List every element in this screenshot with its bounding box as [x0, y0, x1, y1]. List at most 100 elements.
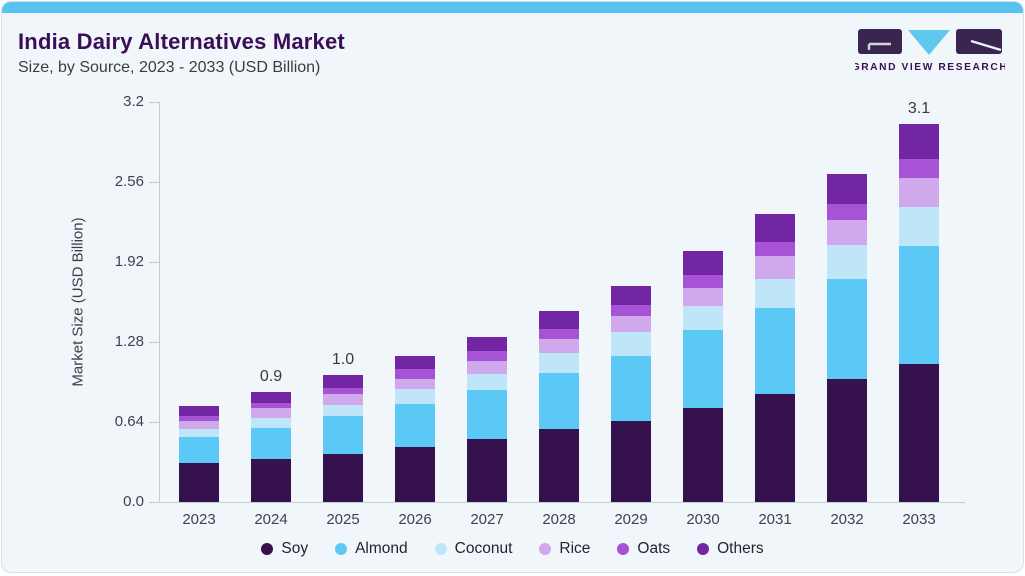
- bar-segment-rice-2029: [611, 316, 651, 332]
- legend-swatch-almond-icon: [335, 543, 348, 555]
- bar-segment-oats-2031: [755, 242, 795, 256]
- bar-segment-others-2025: [323, 375, 363, 388]
- bar-segment-rice-2026: [395, 379, 435, 389]
- bar-segment-rice-2024: [251, 408, 291, 418]
- bar-segment-soy-2024: [251, 459, 291, 502]
- bar-segment-almond-2024: [251, 428, 291, 459]
- bar-segment-soy-2032: [827, 379, 867, 502]
- x-label-2032: 2032: [830, 511, 864, 528]
- chart-legend: Soy Almond Coconut Rice Oats Others: [2, 540, 1023, 558]
- bar-segment-coconut-2023: [179, 429, 219, 437]
- legend-item-rice: Rice: [539, 540, 590, 558]
- x-axis-line: [159, 502, 965, 503]
- bar-segment-rice-2028: [539, 339, 579, 353]
- bar-segment-soy-2027: [467, 439, 507, 502]
- bar-segment-soy-2028: [539, 429, 579, 502]
- bar-segment-soy-2025: [323, 454, 363, 502]
- bar-segment-soy-2033: [899, 364, 939, 502]
- y-tick-0.0: [149, 502, 159, 503]
- bar-segment-oats-2025: [323, 388, 363, 394]
- y-tick-label-2.56: 2.56: [114, 173, 144, 190]
- bar-segment-rice-2033: [899, 178, 939, 207]
- x-label-2030: 2030: [686, 511, 720, 528]
- bar-segment-rice-2031: [755, 256, 795, 279]
- y-tick-1.28: [149, 342, 159, 343]
- y-tick-0.64: [149, 422, 159, 423]
- bar-segment-soy-2030: [683, 408, 723, 502]
- bar-segment-almond-2023: [179, 437, 219, 463]
- x-label-2024: 2024: [254, 511, 288, 528]
- x-label-2027: 2027: [470, 511, 504, 528]
- legend-swatch-rice-icon: [539, 543, 552, 555]
- grand-view-research-logo: GRAND VIEW RESEARCH: [855, 29, 1005, 73]
- bar-segment-coconut-2027: [467, 374, 507, 390]
- x-label-2023: 2023: [182, 511, 216, 528]
- page-title: India Dairy Alternatives Market: [18, 29, 345, 54]
- legend-swatch-oats-icon: [617, 543, 630, 555]
- legend-item-soy: Soy: [261, 540, 308, 558]
- x-label-2029: 2029: [614, 511, 648, 528]
- legend-label-soy: Soy: [281, 540, 309, 557]
- x-label-2026: 2026: [398, 511, 432, 528]
- legend-label-others: Others: [717, 540, 764, 557]
- bar-segment-coconut-2029: [611, 332, 651, 356]
- x-label-2028: 2028: [542, 511, 576, 528]
- bar-segment-rice-2030: [683, 288, 723, 306]
- bar-segment-coconut-2024: [251, 418, 291, 428]
- legend-label-rice: Rice: [559, 540, 591, 557]
- bar-segment-almond-2025: [323, 416, 363, 454]
- bar-segment-oats-2030: [683, 275, 723, 288]
- legend-swatch-others-icon: [697, 543, 710, 555]
- bar-total-label-2024: 0.9: [259, 368, 283, 385]
- bar-segment-others-2030: [683, 251, 723, 275]
- legend-item-oats: Oats: [617, 540, 670, 558]
- bar-segment-oats-2024: [251, 403, 291, 408]
- y-tick-label-1.92: 1.92: [114, 253, 144, 270]
- bar-segment-soy-2026: [395, 447, 435, 502]
- legend-label-almond: Almond: [355, 540, 408, 557]
- logo-mark-icon: [858, 29, 1002, 55]
- y-axis-line: [159, 102, 160, 502]
- bar-segment-others-2027: [467, 337, 507, 351]
- bar-segment-coconut-2026: [395, 389, 435, 404]
- bar-segment-coconut-2028: [539, 353, 579, 373]
- bar-segment-others-2031: [755, 214, 795, 242]
- y-tick-3.2: [149, 102, 159, 103]
- bar-segment-soy-2029: [611, 421, 651, 502]
- bar-segment-almond-2033: [899, 246, 939, 364]
- bar-segment-rice-2027: [467, 361, 507, 374]
- y-tick-label-0.0: 0.0: [123, 493, 144, 510]
- bar-segment-others-2028: [539, 311, 579, 329]
- bar-segment-rice-2023: [179, 421, 219, 429]
- bar-segment-rice-2025: [323, 394, 363, 405]
- legend-label-coconut: Coconut: [454, 540, 513, 557]
- page-subtitle: Size, by Source, 2023 - 2033 (USD Billio…: [18, 59, 321, 76]
- bar-segment-others-2023: [179, 406, 219, 416]
- y-axis-title: Market Size (USD Billion): [69, 217, 87, 387]
- x-label-2025: 2025: [326, 511, 360, 528]
- bar-segment-coconut-2033: [899, 207, 939, 246]
- bar-segment-coconut-2031: [755, 279, 795, 308]
- bar-segment-soy-2023: [179, 463, 219, 502]
- bar-segment-others-2029: [611, 286, 651, 305]
- legend-swatch-soy-icon: [261, 543, 274, 555]
- bar-segment-oats-2027: [467, 351, 507, 361]
- bar-segment-coconut-2030: [683, 306, 723, 330]
- bar-segment-coconut-2032: [827, 245, 867, 279]
- y-tick-label-3.2: 3.2: [123, 93, 144, 110]
- x-label-2031: 2031: [758, 511, 792, 528]
- bar-segment-almond-2031: [755, 308, 795, 394]
- legend-item-almond: Almond: [335, 540, 408, 558]
- y-tick-1.92: [149, 262, 159, 263]
- bar-segment-rice-2032: [827, 220, 867, 245]
- bar-total-label-2025: 1.0: [331, 351, 355, 368]
- y-tick-label-0.64: 0.64: [114, 413, 144, 430]
- bar-segment-others-2026: [395, 356, 435, 369]
- bar-segment-others-2024: [251, 392, 291, 403]
- bar-segment-oats-2026: [395, 369, 435, 379]
- legend-label-oats: Oats: [637, 540, 671, 557]
- logo-text: GRAND VIEW RESEARCH: [855, 62, 1005, 73]
- bar-segment-oats-2033: [899, 159, 939, 178]
- bar-segment-almond-2026: [395, 404, 435, 447]
